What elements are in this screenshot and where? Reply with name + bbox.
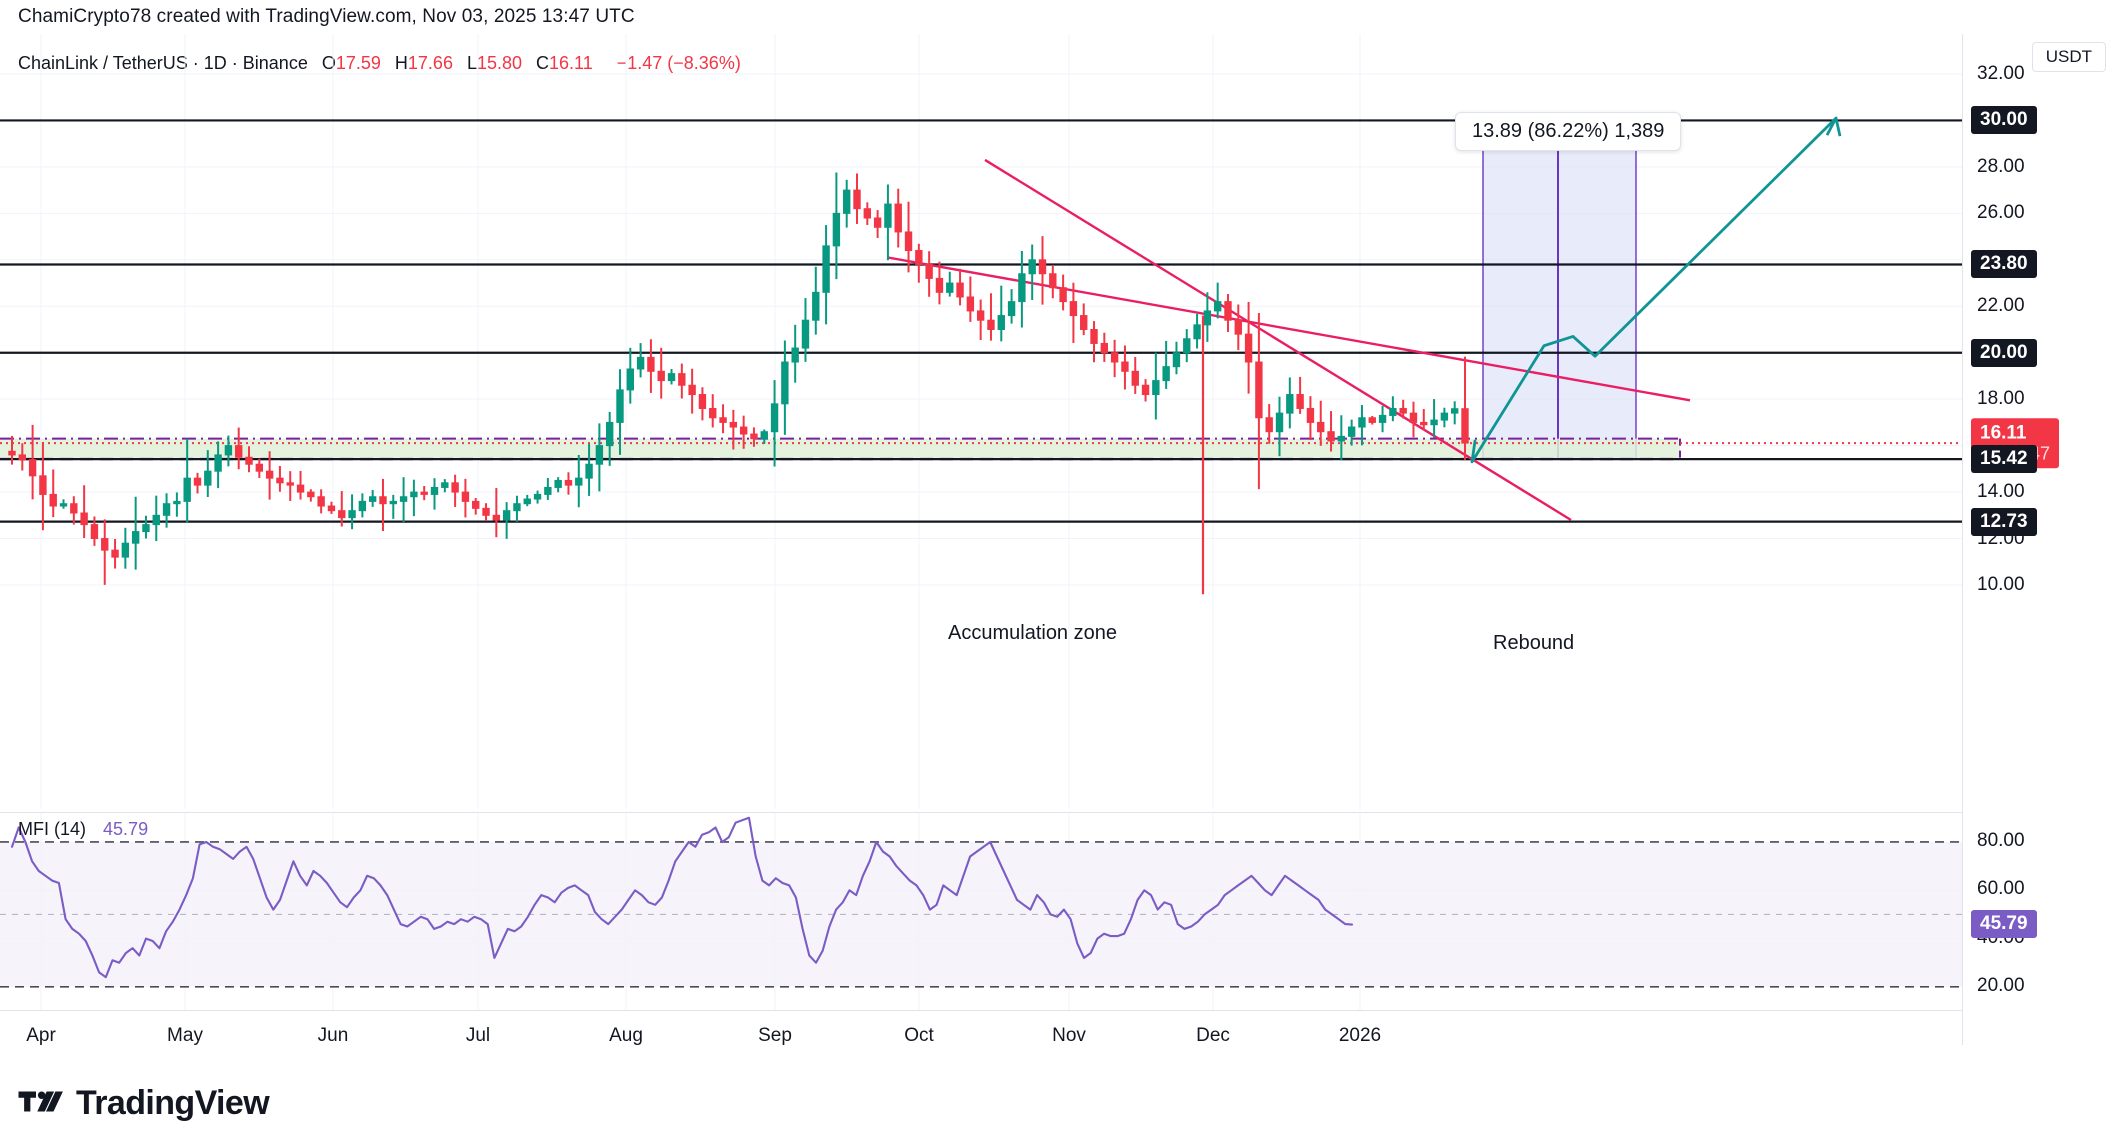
time-tick-sep: Sep bbox=[758, 1025, 792, 1046]
price-tick-28-00: 28.00 bbox=[1977, 155, 2025, 177]
price-chart-svg bbox=[0, 34, 1962, 809]
level-badge-15-42: 15.42 bbox=[1971, 445, 2037, 474]
high-value: 17.66 bbox=[407, 52, 453, 73]
currency-chip[interactable]: USDT bbox=[2031, 42, 2106, 72]
mfi-tick-20-00: 20.00 bbox=[1977, 974, 2025, 996]
close-value: 16.11 bbox=[549, 52, 593, 73]
mfi-value-badge: 45.79 bbox=[1971, 909, 2037, 938]
mfi-tick-60-00: 60.00 bbox=[1977, 878, 2025, 900]
close-label: C bbox=[536, 52, 550, 73]
measurement-tooltip: 13.89 (86.22%) 1,389 bbox=[1455, 112, 1682, 151]
high-label: H bbox=[394, 52, 408, 73]
ohlc-high: H 17.66 bbox=[395, 53, 453, 74]
time-tick-dec: Dec bbox=[1196, 1025, 1230, 1046]
accumulation-zone-label: Accumulation zone bbox=[948, 622, 1117, 644]
legend-separator-2: · bbox=[231, 52, 238, 73]
price-tick-32-00: 32.00 bbox=[1977, 63, 2025, 84]
price-tick-18-00: 18.00 bbox=[1977, 388, 2025, 410]
legend-separator-1: · bbox=[192, 52, 199, 73]
footer-branding: TradingView bbox=[0, 1062, 2114, 1145]
time-tick-may: May bbox=[167, 1025, 203, 1046]
low-label: L bbox=[466, 52, 477, 73]
symbol-name[interactable]: ChainLink / TetherUS bbox=[18, 52, 188, 73]
level-badge-20-00: 20.00 bbox=[1971, 338, 2037, 367]
ohlc-close: C 16.11 bbox=[536, 53, 593, 74]
level-badge-12-73: 12.73 bbox=[1971, 507, 2037, 536]
ohlc-values: O 17.59 H 17.66 L 15.80 C 16.11 −1.47 (−8.36… bbox=[322, 53, 741, 74]
mfi-indicator-pane[interactable]: MFI (14) 45.79 bbox=[0, 812, 1962, 1010]
credit-line: ChamiCrypto78 created with TradingView.c… bbox=[0, 0, 2114, 34]
price-tick-26-00: 26.00 bbox=[1977, 202, 2025, 224]
price-chart-pane[interactable] bbox=[0, 34, 1962, 809]
mfi-legend: MFI (14) 45.79 bbox=[18, 819, 148, 840]
price-tick-22-00: 22.00 bbox=[1977, 295, 2025, 317]
ohlc-open: O 17.59 bbox=[322, 53, 381, 74]
credit-text: ChamiCrypto78 created with TradingView.c… bbox=[18, 6, 635, 27]
level-badge-30-00: 30.00 bbox=[1971, 106, 2037, 135]
price-tick-14-00: 14.00 bbox=[1977, 481, 2025, 503]
time-tick-oct: Oct bbox=[904, 1025, 934, 1046]
time-tick-nov: Nov bbox=[1052, 1025, 1086, 1046]
low-value: 15.80 bbox=[476, 52, 523, 73]
open-value: 17.59 bbox=[335, 52, 381, 73]
time-tick-apr: Apr bbox=[26, 1025, 56, 1046]
mfi-tick-80-00: 80.00 bbox=[1977, 829, 2025, 851]
price-tick-10-00: 10.00 bbox=[1977, 574, 2025, 595]
exchange-label[interactable]: Binance bbox=[242, 52, 308, 73]
tradingview-logo-icon bbox=[18, 1091, 63, 1111]
tradingview-wordmark: TradingView bbox=[76, 1084, 270, 1122]
mfi-chart-svg bbox=[0, 813, 1962, 1010]
interval-label[interactable]: 1D bbox=[203, 52, 227, 73]
time-axis[interactable]: Apr May Jun Jul Aug Sep Oct Nov Dec 2026 bbox=[0, 1010, 1962, 1062]
current-price-value: 16.11 bbox=[1980, 422, 2027, 444]
price-change: −1.47 (−8.36%) bbox=[616, 52, 741, 73]
rebound-label: Rebound bbox=[1493, 632, 1575, 654]
time-tick-aug: Aug bbox=[609, 1025, 643, 1046]
time-tick-jun: Jun bbox=[317, 1025, 349, 1046]
time-tick-2026: 2026 bbox=[1338, 1025, 1382, 1046]
price-scale[interactable]: USDT 32.00 28.00 26.00 22.00 18.00 14.00 12.00… bbox=[1962, 34, 2114, 1045]
level-badge-23-80: 23.80 bbox=[1971, 250, 2037, 279]
time-tick-jul: Jul bbox=[465, 1025, 491, 1046]
open-label: O bbox=[321, 52, 336, 73]
mfi-value: 45.79 bbox=[103, 819, 149, 839]
ohlc-low: L 15.80 bbox=[467, 53, 522, 74]
mfi-title: MFI (14) bbox=[18, 819, 87, 839]
chart-legend: ChainLink / TetherUS · 1D · Binance O 17.… bbox=[0, 46, 2114, 80]
